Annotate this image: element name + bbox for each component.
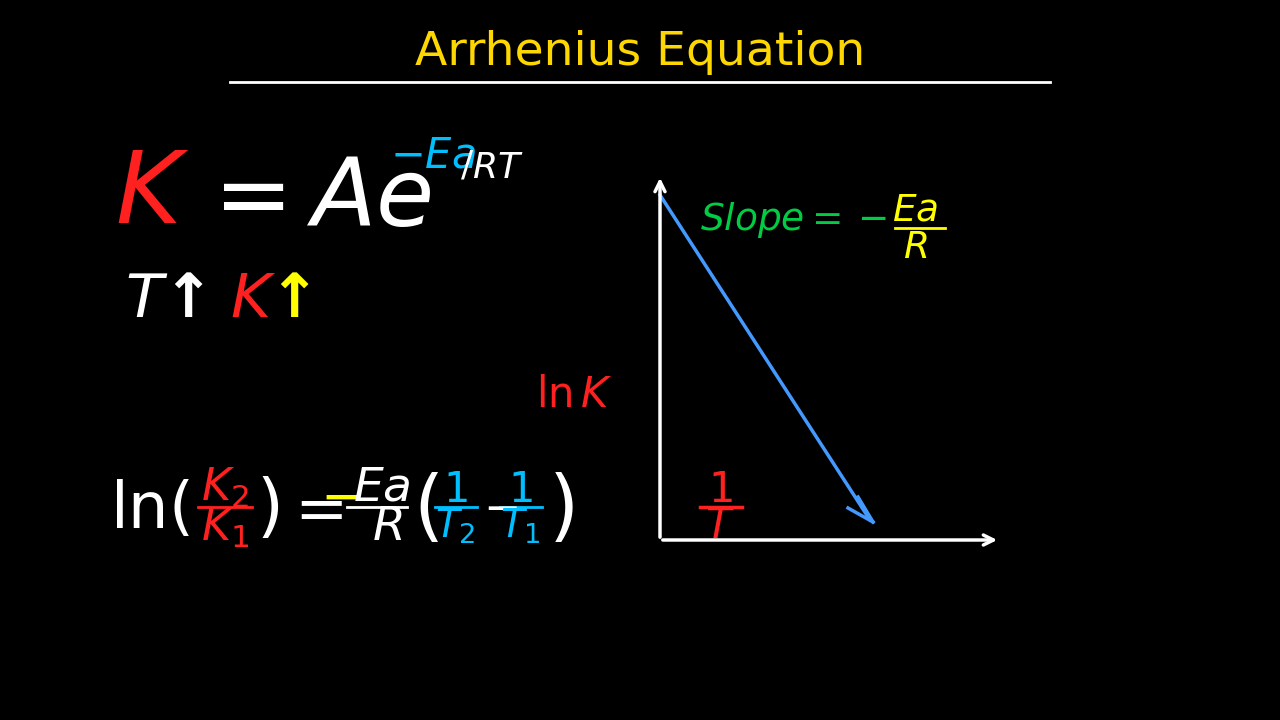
Text: ↑: ↑ xyxy=(268,271,319,330)
Text: $\ln K$: $\ln K$ xyxy=(536,374,613,416)
Text: $K$: $K$ xyxy=(115,146,189,243)
Text: $Ea$: $Ea$ xyxy=(353,466,411,510)
Text: $)$: $)$ xyxy=(256,477,279,544)
Text: $K_1$: $K_1$ xyxy=(201,506,250,550)
Text: $/$: $/$ xyxy=(460,148,474,182)
Text: $1$: $1$ xyxy=(708,469,732,511)
Text: $Ea$: $Ea$ xyxy=(892,192,938,228)
Text: $-Ea$: $-Ea$ xyxy=(390,134,476,176)
Text: $R$: $R$ xyxy=(372,505,402,551)
Text: $\ln($: $\ln($ xyxy=(110,479,189,541)
Text: $T_1$: $T_1$ xyxy=(499,506,540,546)
Text: $K_2$: $K_2$ xyxy=(201,466,248,510)
Text: $-$: $-$ xyxy=(320,472,361,524)
Text: $T$↑: $T$↑ xyxy=(125,271,204,330)
Text: $-$: $-$ xyxy=(483,487,517,529)
Text: $=$: $=$ xyxy=(282,479,343,541)
Text: $\mathit{Slope} = -$: $\mathit{Slope} = -$ xyxy=(700,200,887,240)
Text: $RT$: $RT$ xyxy=(472,151,524,185)
Text: $= Ae$: $= Ae$ xyxy=(195,154,431,246)
Text: $T$: $T$ xyxy=(705,505,735,547)
Text: $K$: $K$ xyxy=(230,271,276,330)
Text: Arrhenius Equation: Arrhenius Equation xyxy=(415,30,865,74)
Text: $1$: $1$ xyxy=(443,469,467,511)
Text: $T_2$: $T_2$ xyxy=(435,506,475,546)
Text: $)$: $)$ xyxy=(548,472,573,548)
Text: $($: $($ xyxy=(413,472,439,548)
Text: $R$: $R$ xyxy=(902,230,927,266)
Text: $1$: $1$ xyxy=(508,469,532,511)
